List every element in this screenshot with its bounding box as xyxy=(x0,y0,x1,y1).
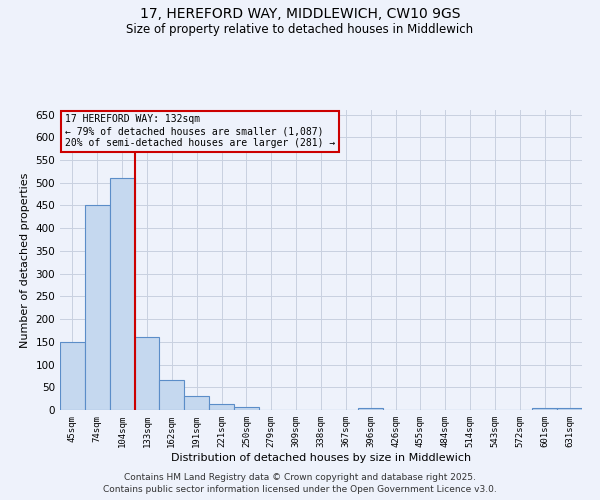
Bar xyxy=(557,408,582,410)
Bar xyxy=(160,380,184,410)
Bar xyxy=(110,178,134,410)
Bar xyxy=(134,338,160,410)
Text: Contains HM Land Registry data © Crown copyright and database right 2025.: Contains HM Land Registry data © Crown c… xyxy=(124,472,476,482)
Bar xyxy=(358,408,383,410)
Bar xyxy=(209,404,234,410)
Text: 17 HEREFORD WAY: 132sqm
← 79% of detached houses are smaller (1,087)
20% of semi: 17 HEREFORD WAY: 132sqm ← 79% of detache… xyxy=(65,114,335,148)
Bar xyxy=(532,408,557,410)
Text: 17, HEREFORD WAY, MIDDLEWICH, CW10 9GS: 17, HEREFORD WAY, MIDDLEWICH, CW10 9GS xyxy=(140,8,460,22)
Bar xyxy=(234,407,259,410)
Bar xyxy=(60,342,85,410)
Y-axis label: Number of detached properties: Number of detached properties xyxy=(20,172,30,348)
Text: Size of property relative to detached houses in Middlewich: Size of property relative to detached ho… xyxy=(127,22,473,36)
Text: Contains public sector information licensed under the Open Government Licence v3: Contains public sector information licen… xyxy=(103,485,497,494)
Bar xyxy=(85,206,110,410)
X-axis label: Distribution of detached houses by size in Middlewich: Distribution of detached houses by size … xyxy=(171,452,471,462)
Bar xyxy=(184,396,209,410)
